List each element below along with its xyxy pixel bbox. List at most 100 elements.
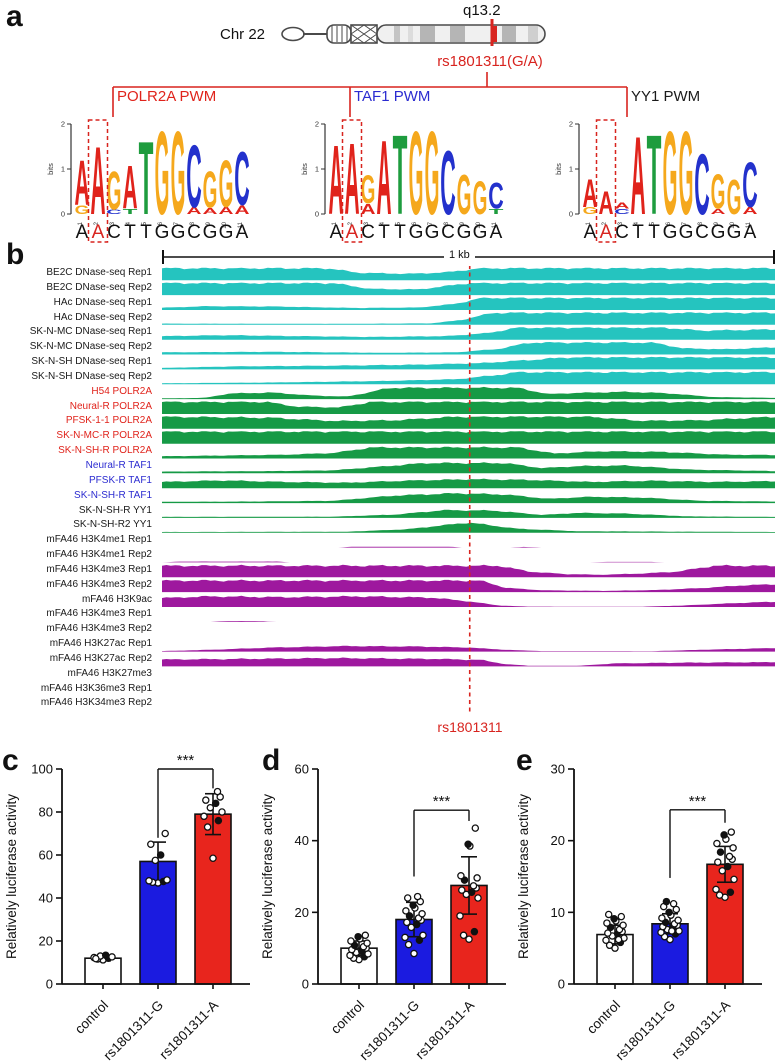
logo-position-number: 8 (190, 221, 196, 225)
logo-ytick-label: 0 (569, 210, 573, 219)
pwm-logo-taf1: 2 1 0 bits A 1 A 2 A G 3 A 4 T 5 G 6 G 7 C 8 G 9 G 10 T C 11 A A C T T G G… (298, 118, 510, 244)
track-label: Neural-R TAF1 (85, 459, 152, 471)
logo-letter: T (647, 118, 662, 239)
data-point (409, 901, 417, 909)
y-tick-label: 0 (46, 977, 53, 992)
logo-letter: T (139, 120, 154, 236)
track-label: SK-N-SH-R2 YY1 (73, 519, 152, 531)
logo-letter: C (234, 136, 249, 222)
track-label: mFA46 H3K27ac Rep1 (49, 638, 152, 650)
data-point (712, 885, 720, 894)
data-point (662, 897, 671, 906)
logo-position-number: 3 (110, 221, 116, 225)
track-label: BE2C DNase-seq Rep2 (46, 281, 152, 293)
track-signal (162, 282, 775, 296)
logo-position-number: 10 (476, 221, 482, 228)
logo-letter: C (440, 133, 455, 235)
data-point (161, 829, 169, 838)
pwm-title-yy1: YY1 PWM (631, 88, 701, 105)
data-point (151, 856, 160, 865)
logo-position-number: 3 (364, 221, 370, 225)
data-point (714, 858, 722, 866)
consensus-letter: G (711, 222, 726, 243)
logo-position-number: 7 (428, 221, 434, 225)
sig-stars: *** (689, 793, 707, 810)
track-signal (162, 462, 775, 474)
data-point (668, 927, 676, 935)
logo-bits-label: bits (300, 163, 309, 175)
track-label: Neural-R POLR2A (69, 400, 152, 412)
data-point (473, 874, 481, 882)
track-signal (162, 522, 775, 533)
logo-position-number: 7 (174, 221, 180, 225)
y-axis-title: Relatively luciferase activity (516, 794, 531, 959)
data-point (412, 920, 421, 929)
data-point (145, 877, 153, 885)
track-label: SK-N-MC DNase-seq Rep1 (29, 326, 152, 338)
track-signal (162, 621, 775, 622)
y-tick-label: 80 (39, 805, 53, 820)
logo-letter: A (74, 149, 89, 220)
consensus-letter: C (361, 222, 375, 243)
data-point (413, 892, 422, 901)
logo-position-number: 3 (618, 221, 624, 225)
logo-position-number: 10 (730, 221, 736, 228)
consensus-letter: G (679, 222, 694, 243)
logo-letter: G (75, 204, 90, 217)
data-point (604, 910, 613, 919)
consensus-letter: T (140, 222, 152, 243)
consensus-letter: G (409, 222, 424, 243)
data-point (410, 949, 418, 958)
data-point (605, 941, 614, 950)
logo-letter: G (425, 118, 440, 239)
track-signal (162, 401, 775, 414)
logo-position-number: 1 (78, 221, 84, 225)
track-signal (162, 446, 775, 459)
chr22-ideogram (281, 24, 546, 44)
pwm-title-polr2a: POLR2A PWM (117, 88, 217, 105)
logo-ytick-label: 1 (569, 165, 573, 174)
category-label: control (328, 998, 367, 1037)
consensus-letter: A (744, 222, 757, 243)
data-point (214, 816, 223, 825)
data-point (718, 867, 727, 875)
track-label: H54 POLR2A (91, 385, 152, 397)
data-point (471, 824, 480, 832)
snp-position-box (595, 119, 617, 243)
data-point (603, 919, 611, 927)
genome-browser-tracks (162, 266, 775, 715)
logo-letter: G (219, 148, 234, 221)
consensus-letter: G (425, 222, 440, 243)
logo-position-number: 9 (206, 221, 212, 225)
data-point (405, 912, 414, 920)
y-tick-label: 60 (295, 762, 309, 777)
snp-position-box (87, 119, 109, 243)
logo-letter: A (344, 124, 359, 236)
consensus-letter: C (187, 222, 201, 243)
data-point (469, 882, 478, 890)
logo-letter: G (361, 168, 376, 213)
logo-position-number: 9 (460, 221, 466, 225)
data-point (206, 803, 215, 812)
scale-bar-label: 1 kb (444, 249, 475, 261)
annotation-connectors (112, 19, 628, 117)
pwm-title-taf1: TAF1 PWM (354, 88, 431, 105)
track-signal (162, 371, 775, 385)
consensus-letter: G (473, 222, 488, 243)
consensus-letter: T (394, 222, 406, 243)
data-point (404, 940, 413, 949)
track-label: PFSK-R TAF1 (89, 474, 152, 486)
track-label: mFA46 H3K4me3 Rep2 (46, 623, 152, 635)
logo-letter: G (409, 118, 424, 239)
data-point (470, 927, 479, 936)
data-point (723, 862, 732, 871)
data-point (458, 886, 466, 894)
y-tick-label: 40 (295, 833, 309, 848)
track-signal (162, 657, 775, 667)
data-point (457, 872, 465, 880)
track-signal (162, 297, 775, 310)
logo-ytick-label: 0 (61, 210, 65, 219)
y-tick-label: 40 (39, 891, 53, 906)
logo-position-number: 9 (714, 221, 720, 225)
logo-position-number: 5 (396, 221, 402, 225)
